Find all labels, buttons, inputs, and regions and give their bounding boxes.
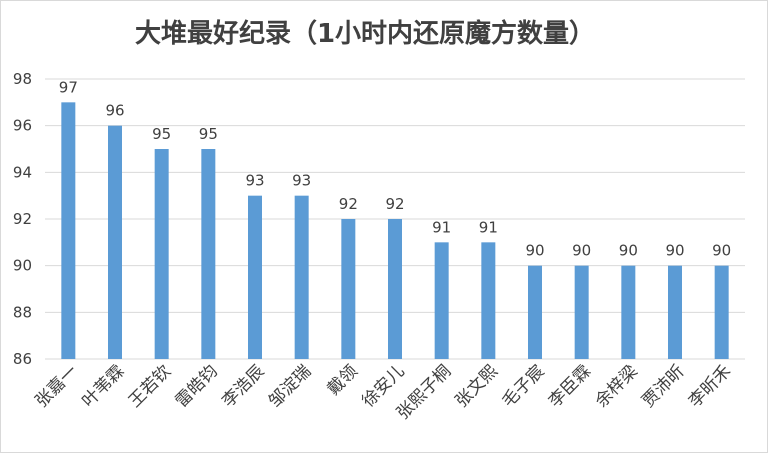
y-axis: 86 88 90 92 94 96 98 [13, 70, 32, 368]
y-tick-label: 96 [13, 117, 32, 135]
data-label: 90 [525, 242, 544, 260]
y-tick-label: 90 [13, 257, 32, 275]
data-labels: 97 96 95 95 93 93 92 92 91 91 90 90 90 90 90 [59, 78, 731, 259]
data-label: 97 [59, 78, 78, 96]
bar [621, 265, 636, 359]
data-label: 93 [292, 172, 311, 190]
data-label: 91 [479, 218, 498, 236]
data-label: 96 [105, 102, 124, 120]
bar [341, 219, 356, 359]
bar [668, 265, 682, 359]
bar [294, 195, 309, 359]
bar [714, 265, 729, 359]
data-label: 90 [712, 242, 731, 260]
data-label: 92 [339, 195, 358, 213]
bar [481, 242, 496, 359]
y-tick-label: 88 [13, 303, 32, 321]
data-label: 95 [152, 125, 171, 143]
data-label: 90 [619, 242, 638, 260]
bar [248, 195, 262, 359]
chart-title: 大堆最好纪录（1小时内还原魔方数量） [135, 18, 595, 49]
bar [108, 125, 122, 360]
data-label: 91 [432, 218, 451, 236]
bar [61, 102, 76, 359]
data-label: 95 [199, 125, 218, 143]
data-label: 90 [665, 242, 684, 260]
y-tick-label: 98 [13, 70, 32, 88]
bar [154, 149, 169, 359]
bar [388, 219, 402, 359]
y-tick-label: 92 [13, 210, 32, 228]
bar [434, 242, 449, 359]
bar [528, 265, 542, 359]
bars [61, 102, 729, 360]
bar [574, 265, 589, 359]
data-label: 93 [245, 172, 264, 190]
bar [201, 149, 216, 359]
data-label: 92 [385, 195, 404, 213]
y-tick-label: 86 [13, 350, 32, 368]
y-tick-label: 94 [13, 163, 32, 181]
data-label: 90 [572, 242, 591, 260]
